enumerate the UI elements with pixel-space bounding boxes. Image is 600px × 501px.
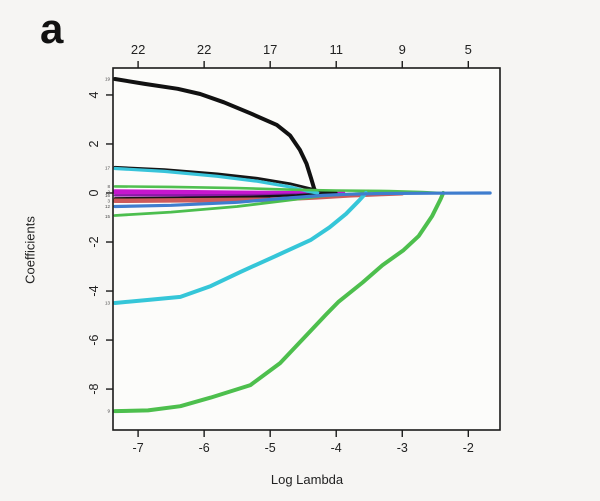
curve-index-label: 17 — [105, 165, 111, 170]
y-axis-tick-label: -2 — [87, 236, 101, 247]
curve-index-label: 9 — [107, 409, 110, 414]
x-axis-tick-label: -7 — [133, 441, 144, 455]
top-axis-count-label: 9 — [399, 42, 406, 57]
y-axis-tick-label: -4 — [87, 285, 101, 296]
x-axis-tick-label: -6 — [199, 441, 210, 455]
y-axis-tick-label: -6 — [87, 334, 101, 345]
x-axis-tick-label: -3 — [397, 441, 408, 455]
panel-label: a — [40, 5, 64, 52]
x-axis-tick-label: -5 — [265, 441, 276, 455]
y-axis-tick-label: -8 — [87, 383, 101, 394]
top-axis-count-label: 22 — [131, 42, 145, 57]
y-axis-tick-label: 4 — [87, 91, 101, 98]
x-axis-title: Log Lambda — [270, 472, 344, 487]
curve-index-label: 12 — [105, 204, 111, 209]
series-cyan-large — [113, 191, 368, 305]
curve-index-label: 13 — [105, 301, 111, 306]
x-axis-tick-label: -2 — [463, 441, 474, 455]
plot-frame — [112, 67, 501, 431]
top-axis-count-label: 17 — [263, 42, 277, 57]
y-axis-tick-label: 2 — [87, 140, 101, 147]
curve-index-label: 8 — [107, 184, 110, 189]
series-blue-line — [113, 191, 492, 209]
plot-area — [113, 68, 500, 430]
x-axis-tick-label: -4 — [331, 441, 342, 455]
series-black-large — [113, 77, 319, 195]
curve-index-label: 15 — [105, 214, 111, 219]
curve-index-label: 19 — [105, 77, 111, 82]
curve-index-label: 2 — [107, 189, 110, 194]
y-axis-title: Coefficients — [22, 216, 38, 284]
y-axis-tick-label: 0 — [87, 189, 101, 196]
top-axis-count-label: 5 — [465, 42, 472, 57]
series-black-medium — [113, 165, 338, 195]
curve-index-label: 16 — [105, 193, 111, 198]
series-green-large — [113, 191, 446, 414]
top-axis-count-label: 11 — [329, 42, 343, 57]
top-axis-count-label: 22 — [197, 42, 211, 57]
curve-index-label: 3 — [107, 198, 110, 203]
